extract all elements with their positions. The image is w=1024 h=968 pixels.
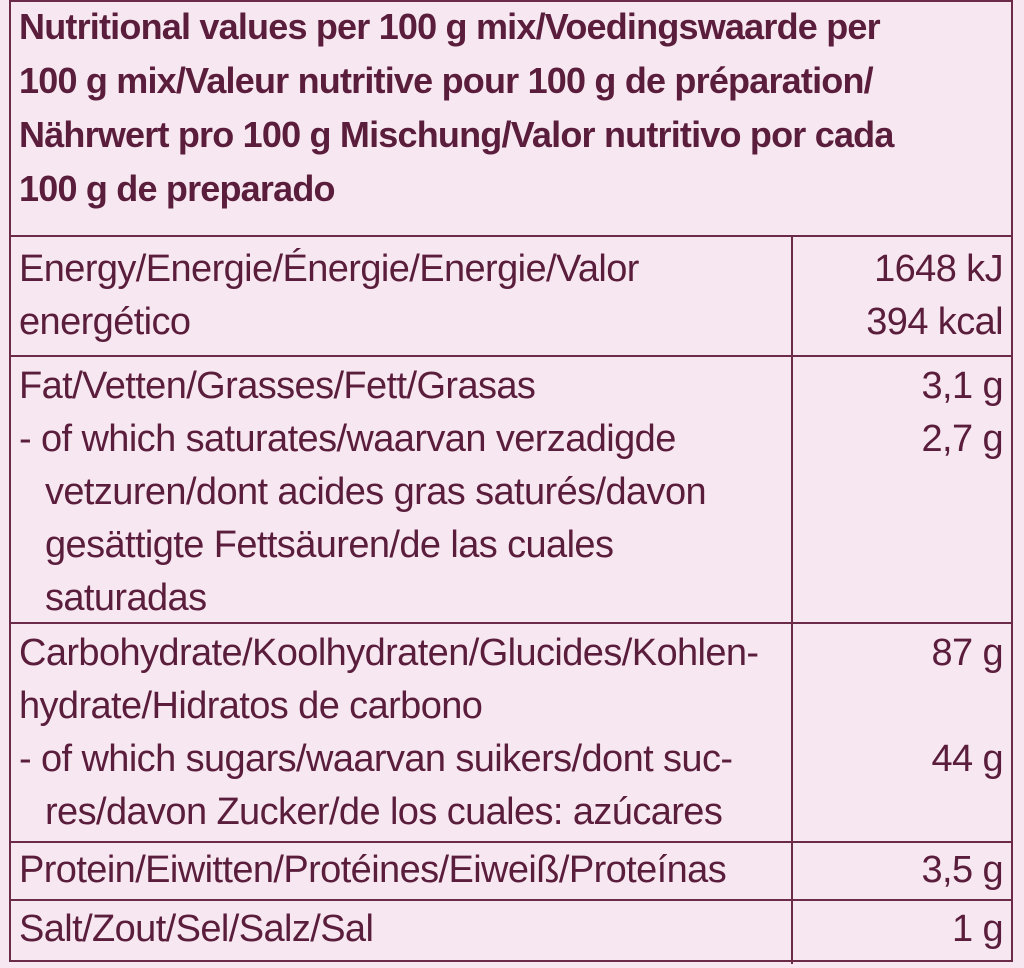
fat-label: Fat/Vetten/Grasses/Fett/Grasas [19,365,536,407]
salt-label: Salt/Zout/Sel/Salz/Sal [19,908,374,950]
saturates-label-line-1: - of which saturates/waarvan verzadigde [19,418,676,460]
sugars-value: 44 g [931,738,1003,780]
header-line-2: 100 g mix/Valeur nutritive pour 100 g de… [19,60,874,101]
header-line-3: Nährwert pro 100 g Mischung/Valor nutrit… [19,114,894,155]
salt-value: 1 g [951,908,1004,950]
carbohydrate-label-line-2: hydrate/Hidratos de carbono [19,685,483,727]
divider [11,235,1011,237]
header-line-4: 100 g de preparado [19,168,336,209]
protein-value: 3,5 g [921,849,1003,891]
protein-label: Protein/Eiwitten/Protéines/Eiweiß/Proteí… [19,849,727,891]
nutrition-table: Nutritional values per 100 g mix/Voeding… [9,0,1013,964]
divider [11,899,1011,901]
energy-label-line-1: Energy/Energie/Énergie/Energie/Valor [19,248,639,290]
energy-value-kcal: 394 kcal [866,301,1003,343]
saturates-label-line-3: gesättigte Fettsäuren/de las cuales [45,524,614,566]
header-line-1: Nutritional values per 100 g mix/Voeding… [19,6,881,47]
fat-value: 3,1 g [921,365,1003,407]
carbohydrate-label-line-1: Carbohydrate/Koolhydraten/Glucides/Kohle… [19,632,759,674]
column-divider [791,235,793,964]
sugars-label-line-2: res/davon Zucker/de los cuales: azúcares [45,791,723,833]
sugars-label-line-1: - of which sugars/waarvan suikers/dont s… [19,738,733,780]
divider [11,622,1011,624]
carbohydrate-value: 87 g [931,632,1003,674]
energy-label-line-2: energético [19,301,191,343]
divider [11,841,1011,843]
saturates-value: 2,7 g [921,418,1003,460]
saturates-label-line-2: vetzuren/dont acides gras saturés/davon [45,471,707,513]
energy-value-kj: 1648 kJ [874,248,1004,290]
saturates-label-line-4: saturadas [45,577,207,619]
divider [11,355,1011,357]
